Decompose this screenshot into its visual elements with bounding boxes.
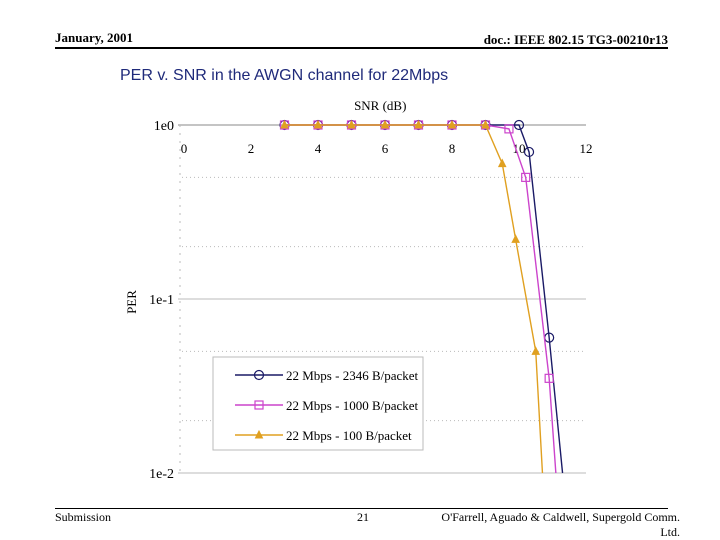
data-point-triangle bbox=[414, 119, 423, 129]
x-axis-title: SNR (dB) bbox=[354, 98, 406, 113]
data-point-triangle bbox=[280, 119, 289, 129]
legend-label: 22 Mbps - 1000 B/packet bbox=[286, 398, 419, 413]
header-rule bbox=[55, 47, 668, 49]
footer-submission: Submission bbox=[55, 510, 112, 524]
data-point-triangle bbox=[511, 234, 520, 243]
footer-authors-line1: O'Farrell, Aguado & Caldwell, Supergold … bbox=[441, 510, 680, 524]
y-tick-label: 1e0 bbox=[154, 119, 174, 134]
data-point-triangle bbox=[347, 119, 356, 129]
x-tick-label: 12 bbox=[580, 141, 593, 156]
x-tick-label: 8 bbox=[449, 141, 456, 156]
x-tick-label: 6 bbox=[382, 141, 389, 156]
legend-marker bbox=[253, 369, 265, 381]
x-tick-label: 0 bbox=[181, 141, 188, 156]
footer-authors: O'Farrell, Aguado & Caldwell, Supergold … bbox=[420, 510, 680, 540]
data-point-circle bbox=[523, 146, 535, 158]
y-axis-title: PER bbox=[124, 290, 139, 314]
x-tick-label: 10 bbox=[513, 141, 526, 156]
legend-marker bbox=[254, 429, 264, 439]
data-point-triangle bbox=[447, 119, 457, 129]
data-point-square bbox=[504, 124, 514, 134]
header-date: January, 2001 bbox=[55, 30, 134, 45]
footer-authors-line2: Ltd. bbox=[660, 525, 680, 539]
legend-label: 22 Mbps - 100 B/packet bbox=[286, 428, 412, 443]
x-tick-label: 2 bbox=[248, 141, 255, 156]
footer-page-number: 21 bbox=[357, 510, 369, 524]
data-point-triangle bbox=[497, 158, 507, 168]
data-point-square bbox=[521, 172, 531, 182]
data-point-triangle bbox=[531, 346, 541, 355]
x-tick-label: 4 bbox=[315, 141, 322, 156]
data-point-square bbox=[544, 373, 554, 383]
footer-rule bbox=[55, 508, 668, 509]
slide-title: PER v. SNR in the AWGN channel for 22Mbp… bbox=[120, 67, 449, 84]
y-tick-label: 1e-1 bbox=[149, 293, 174, 308]
header-doc-id: doc.: IEEE 802.15 TG3-00210r13 bbox=[483, 32, 668, 47]
legend-marker bbox=[254, 400, 264, 410]
y-tick-label: 1e-2 bbox=[149, 467, 174, 482]
data-point-triangle bbox=[481, 119, 490, 129]
legend-label: 22 Mbps - 2346 B/packet bbox=[286, 368, 419, 383]
data-point-circle bbox=[513, 119, 525, 131]
data-point-triangle bbox=[313, 119, 323, 129]
data-point-triangle bbox=[380, 119, 390, 129]
